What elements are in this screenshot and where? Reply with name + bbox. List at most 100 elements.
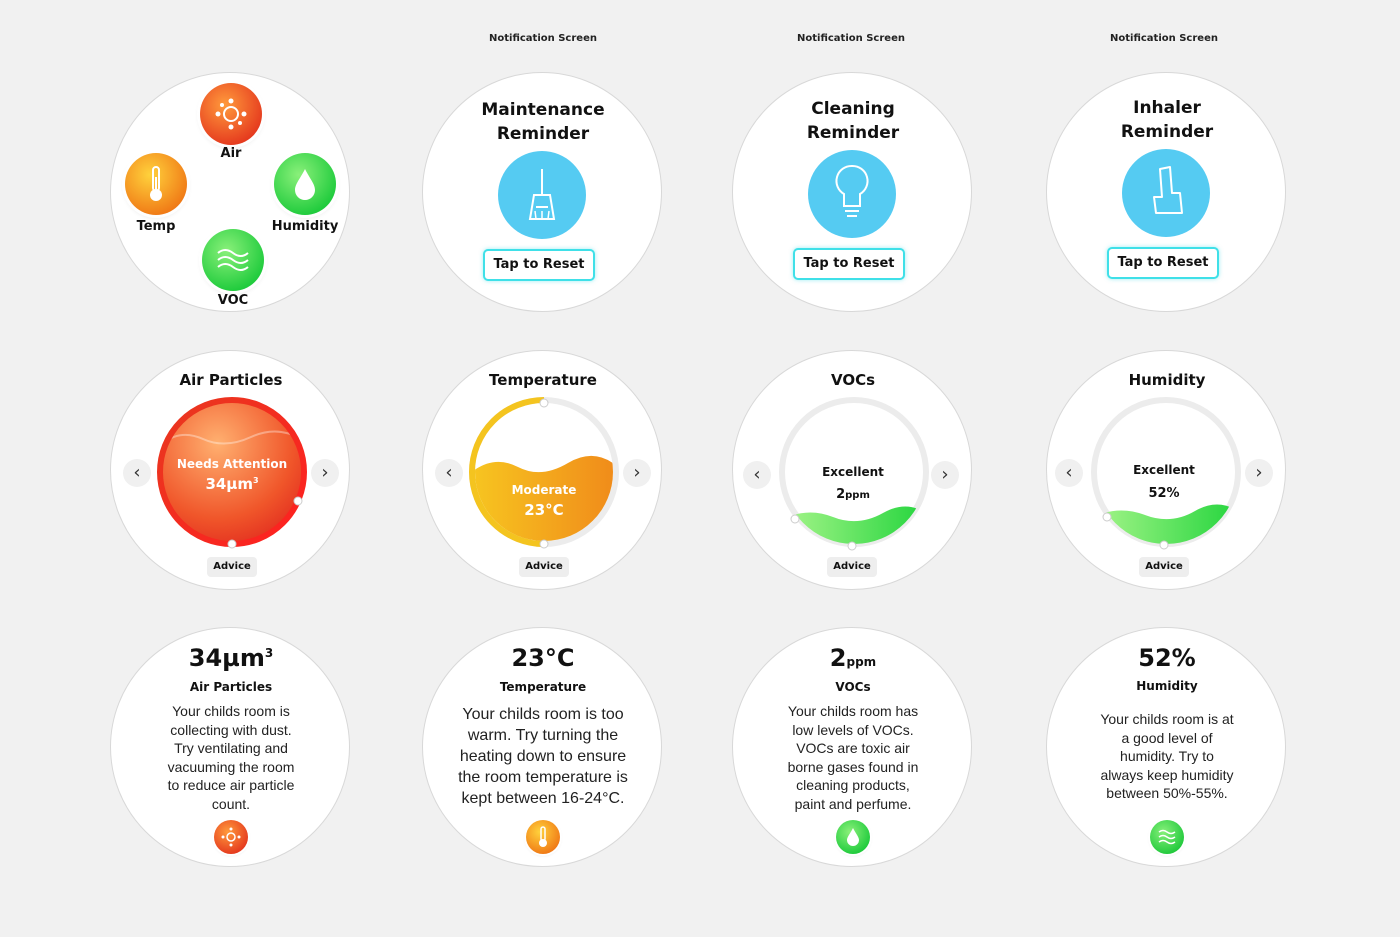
gauge-value: 34µm3 <box>205 475 258 493</box>
humidity-gauge-screen: Humidity Excellent 52% ‹ › Advice <box>1046 350 1286 590</box>
gauge-value: 2ppm <box>836 487 870 502</box>
gauge-status: Excellent <box>822 465 884 479</box>
humidity-mini-button[interactable] <box>836 820 870 854</box>
gauge-title: Humidity <box>1128 371 1206 389</box>
detail-metric-name: Humidity <box>1136 679 1198 693</box>
tap-to-reset-button[interactable]: Tap to Reset <box>1107 247 1219 279</box>
prev-arrow-button[interactable]: ‹ <box>1055 459 1083 487</box>
temperature-detail-screen: 23°C Temperature Your childs room is too… <box>422 627 662 867</box>
humidity-gauge <box>1091 397 1241 550</box>
notification-screen-caption: Notification Screen <box>1110 33 1218 44</box>
sensor-dots-icon <box>221 827 241 847</box>
next-arrow-button[interactable]: › <box>311 459 339 487</box>
gauge-title: Temperature <box>489 371 597 389</box>
next-arrow-button[interactable]: › <box>623 459 651 487</box>
advice-button[interactable]: Advice <box>827 557 877 577</box>
cleaning-reminder-screen: Cleaning Reminder Tap to Reset <box>732 72 972 312</box>
vocs-gauge-screen: VOCs Excellent 2ppm ‹ › Advice <box>732 350 972 590</box>
gauge-status: Moderate <box>511 483 577 497</box>
air-label: Air <box>220 146 242 161</box>
humidity-label: Humidity <box>271 219 339 234</box>
reminder-title-line1: Maintenance <box>481 100 605 120</box>
advice-line: between 50%-55%. <box>1106 785 1228 801</box>
notification-screen-caption: Notification Screen <box>797 33 905 44</box>
gauge-status: Excellent <box>1133 463 1195 477</box>
gauge-status: Needs Attention <box>176 457 288 471</box>
advice-line: the room temperature is <box>458 769 628 786</box>
reminder-title-line1: Cleaning <box>811 99 895 119</box>
detail-advice-text: Your childs room has low levels of VOCs.… <box>753 702 953 813</box>
advice-line: Your childs room has <box>787 703 919 719</box>
reminder-title-line2: Reminder <box>496 124 590 144</box>
reminder-title-line2: Reminder <box>806 123 900 143</box>
detail-value: 23°C <box>511 644 575 672</box>
next-arrow-button[interactable]: › <box>931 461 959 489</box>
advice-line: heating down to ensure <box>459 748 627 765</box>
notification-screen-caption: Notification Screen <box>489 33 597 44</box>
sensor-dots-icon <box>215 98 247 130</box>
advice-line: VOCs are toxic air <box>796 740 910 756</box>
advice-line: humidity. Try to <box>1120 748 1214 764</box>
advice-line: a good level of <box>1121 729 1213 746</box>
temp-mini-button[interactable] <box>526 820 560 854</box>
inhaler-reminder-screen: Inhaler Reminder Tap to Reset <box>1046 72 1286 312</box>
advice-line: Your childs room is too <box>462 706 624 723</box>
temp-button[interactable] <box>125 153 187 215</box>
waves-icon <box>217 249 249 271</box>
air-particles-gauge-screen: Air Particles Needs Attention 34µm3 ‹ › … <box>110 350 350 590</box>
humidity-detail-screen: 52% Humidity Your childs room is at a go… <box>1046 627 1286 867</box>
air-particles-detail-screen: 34µm3 Air Particles Your childs room is … <box>110 627 350 867</box>
inhaler-icon <box>1122 149 1210 237</box>
prev-arrow-button[interactable]: ‹ <box>435 459 463 487</box>
detail-advice-text: Your childs room is at a good level of h… <box>1067 710 1267 803</box>
advice-button[interactable]: Advice <box>1139 557 1189 577</box>
air-mini-button[interactable] <box>214 820 248 854</box>
detail-metric-name: Temperature <box>499 680 587 694</box>
detail-value: 2ppm <box>733 644 971 672</box>
detail-value-number: 2 <box>829 644 847 672</box>
tap-to-reset-button[interactable]: Tap to Reset <box>483 249 595 281</box>
advice-button[interactable]: Advice <box>207 557 257 577</box>
advice-line: vacuuming the room <box>167 758 295 775</box>
air-button[interactable] <box>200 83 262 145</box>
gauge-title: Air Particles <box>179 371 283 389</box>
lightbulb-icon <box>808 150 896 238</box>
temperature-gauge-screen: Temperature Moderate 23°C ‹ › Advice <box>422 350 662 590</box>
vocs-gauge <box>779 397 929 551</box>
advice-line: paint and perfume. <box>794 795 912 812</box>
advice-line: Your childs room is at <box>1100 711 1234 727</box>
gauge-value-number: 2 <box>836 487 846 502</box>
detail-metric-name: Air Particles <box>189 680 273 694</box>
voc-label: VOC <box>217 293 249 308</box>
advice-line: to reduce air particle <box>167 777 295 793</box>
advice-line: low levels of VOCs. <box>792 721 914 738</box>
reminder-title-line1: Inhaler <box>1133 98 1201 118</box>
voc-button[interactable] <box>202 229 264 291</box>
maintenance-reminder-screen: Maintenance Reminder Tap to Reset <box>422 72 662 312</box>
advice-button[interactable]: Advice <box>519 557 569 577</box>
advice-line: count. <box>211 795 251 812</box>
advice-line: collecting with dust. <box>170 721 292 738</box>
advice-line: borne gases found in <box>787 758 919 775</box>
detail-value: 52% <box>1138 644 1196 672</box>
thermometer-icon <box>150 166 162 201</box>
reminder-title-line2: Reminder <box>1120 122 1214 142</box>
next-arrow-button[interactable]: › <box>1245 459 1273 487</box>
droplet-icon <box>295 169 315 200</box>
droplet-icon <box>847 828 859 846</box>
gauge-value-number: 34µm <box>205 475 253 493</box>
advice-line: Your childs room is <box>172 703 290 719</box>
advice-line: Try ventilating and <box>174 740 288 756</box>
detail-value: 34µm3 <box>111 644 349 672</box>
temperature-gauge <box>469 397 619 549</box>
detail-value-number: 34µm <box>188 644 265 672</box>
vocs-detail-screen: 2ppm VOCs Your childs room has low level… <box>732 627 972 867</box>
detail-metric-name: VOCs <box>835 680 871 694</box>
temp-label: Temp <box>136 219 176 234</box>
gauge-value: 52% <box>1148 486 1180 501</box>
humidity-button[interactable] <box>274 153 336 215</box>
prev-arrow-button[interactable]: ‹ <box>123 459 151 487</box>
voc-mini-button[interactable] <box>1150 820 1184 854</box>
prev-arrow-button[interactable]: ‹ <box>743 461 771 489</box>
tap-to-reset-button[interactable]: Tap to Reset <box>793 248 905 280</box>
